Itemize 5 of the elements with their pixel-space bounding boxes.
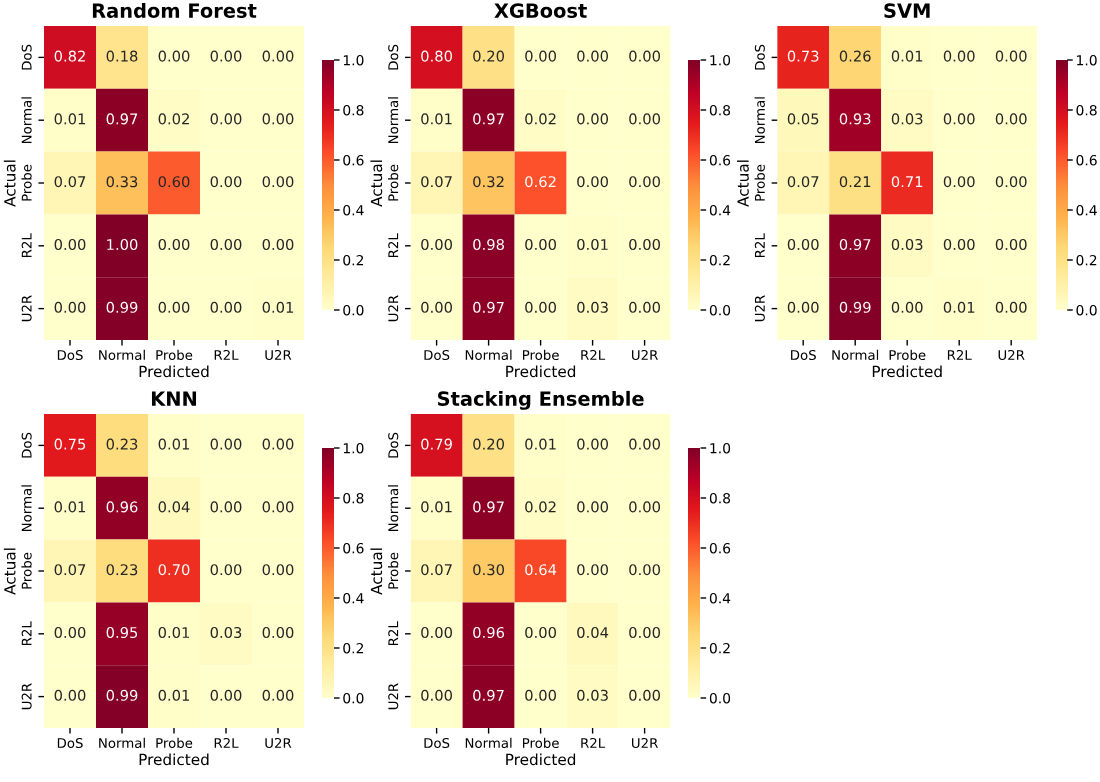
- chart-title: Random Forest: [92, 2, 257, 18]
- chart-title: SVM: [884, 3, 930, 18]
- chart-title: XGBoost: [494, 3, 587, 18]
- chart-title: Stacking Ensemble: [438, 390, 644, 410]
- chart-title: KNN: [151, 391, 197, 406]
